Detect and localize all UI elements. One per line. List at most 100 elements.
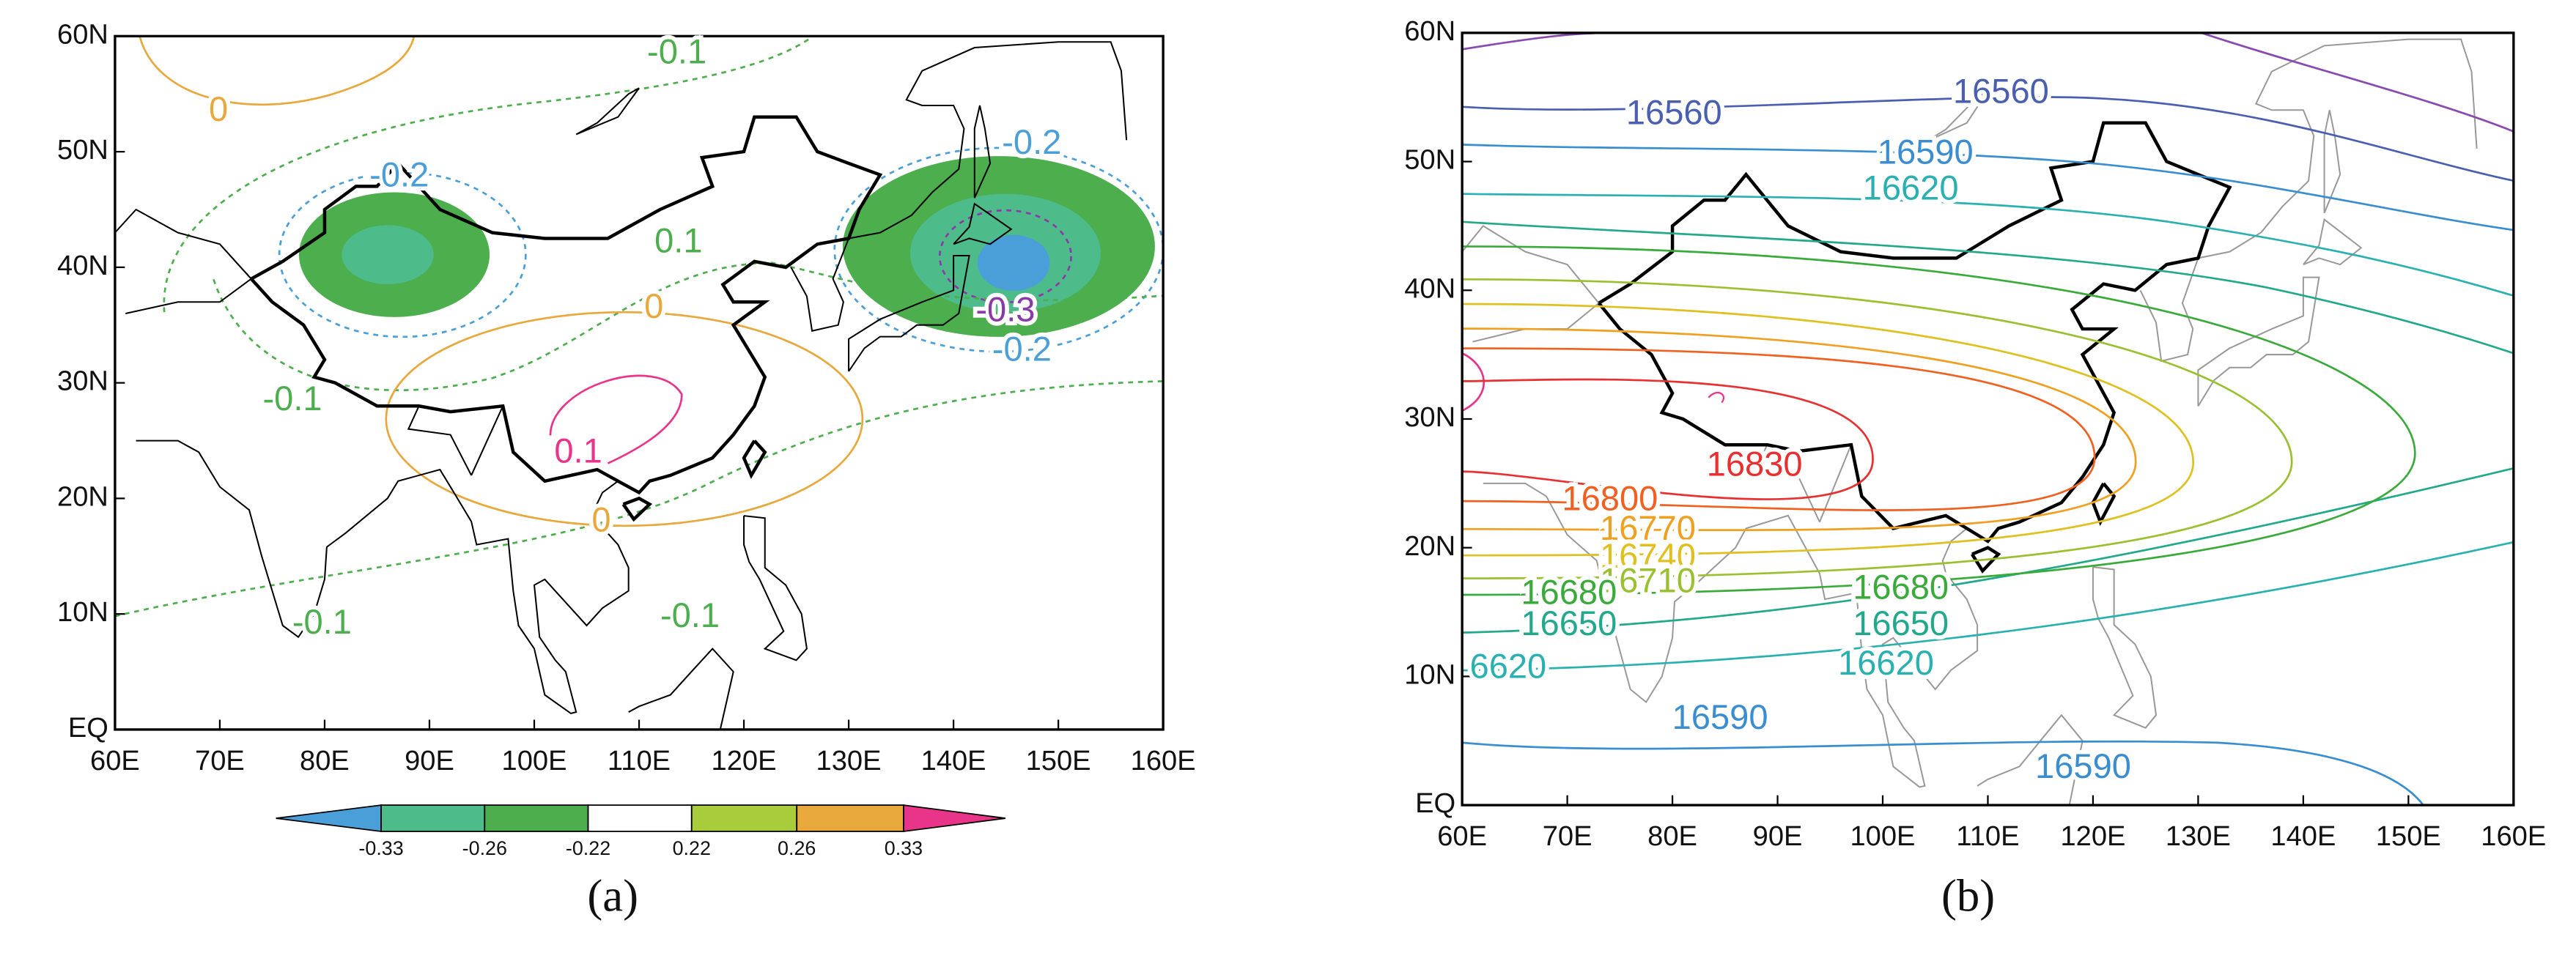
coastline	[2139, 258, 2199, 363]
caption: (a)	[587, 870, 638, 922]
colorbar-label: 0.26	[778, 837, 816, 859]
contour-label: 16590	[1672, 697, 1768, 736]
contour-label: 16680	[1521, 572, 1617, 611]
coastline	[790, 238, 850, 332]
caption: (b)	[1941, 870, 1995, 922]
coastline	[953, 202, 1013, 245]
contour-label: 16620	[1838, 643, 1934, 682]
contour-label: 0.1	[654, 220, 702, 259]
x-tick-label: 80E	[1647, 820, 1697, 852]
panel-a: 60E 70E 80E 90E 100E 110E 120E 130E 140E 150E 160E…	[57, 18, 1196, 921]
contour-label: 16590	[2035, 746, 2131, 785]
contour-label: -0.2	[369, 155, 429, 194]
x-tick-label: 90E	[405, 745, 454, 776]
contour	[1462, 32, 1610, 51]
contour	[1462, 467, 2514, 634]
coastline	[2197, 276, 2320, 407]
contour	[1708, 391, 1724, 404]
y-tick-label: 60N	[1404, 15, 1455, 47]
x-tick-label: 150E	[2376, 820, 2441, 852]
contour-label: 16830	[1707, 444, 1803, 483]
colorbar-label: -0.26	[462, 837, 507, 859]
contour-label: -0.1	[292, 602, 352, 641]
china-border	[1971, 546, 2001, 574]
coastline	[1483, 482, 1979, 788]
coastline	[1977, 713, 2084, 806]
contour	[1462, 193, 2514, 297]
x-tick-label: 110E	[608, 745, 671, 776]
x-tick-label: 130E	[2166, 820, 2231, 852]
x-tick-label: 150E	[1026, 745, 1091, 776]
contour	[1462, 245, 2416, 596]
contour-label: 16740	[1600, 536, 1696, 575]
x-tick-label: 130E	[816, 745, 882, 776]
x-tick-label: 60E	[1437, 820, 1487, 852]
contour	[2201, 32, 2514, 133]
china-border	[250, 115, 883, 495]
y-tick-label: 50N	[57, 134, 108, 166]
y-tick-label: 50N	[1404, 144, 1455, 176]
coastline	[973, 105, 992, 199]
contours	[114, 36, 1164, 618]
coastline	[743, 515, 808, 661]
anomaly-fill	[977, 234, 1050, 292]
y-tick-label: 40N	[1404, 272, 1455, 304]
contour-label: -0.1	[262, 379, 322, 418]
contour-label: 16800	[1562, 479, 1658, 518]
x-tick-label: 100E	[1850, 820, 1916, 852]
contour	[1462, 144, 2514, 231]
colorbar-label: 0.22	[673, 837, 711, 859]
x-tick-label: 120E	[2060, 820, 2125, 852]
contour-label: 16710	[1600, 561, 1696, 600]
x-tick-label: 160E	[2481, 820, 2546, 852]
coastline	[628, 648, 734, 730]
x-tick-label: 140E	[2270, 820, 2336, 852]
contour	[1462, 220, 2514, 355]
coastline	[407, 405, 504, 476]
x-tick-label: 120E	[712, 745, 777, 776]
y-tick-label: 10N	[1404, 659, 1455, 690]
colorbar-label: -0.33	[358, 837, 403, 859]
coastline	[1924, 90, 1989, 144]
contour-label: -0.2	[1002, 122, 1061, 161]
contour-label: 0.1	[554, 431, 602, 470]
contour-label: 16680	[1853, 568, 1949, 607]
china-border	[2091, 482, 2116, 527]
contour	[1462, 303, 2195, 557]
colorbar-label: 0.33	[885, 837, 923, 859]
contour-label: 0	[644, 286, 663, 325]
contour	[1462, 278, 2293, 579]
contour-label: 0	[209, 89, 228, 128]
colorbar	[276, 804, 1006, 833]
contour-label: 16560	[1953, 71, 2049, 110]
contour-label: 16590	[1878, 132, 1974, 171]
x-tick-label: 160E	[1131, 745, 1196, 776]
china-border	[742, 440, 767, 479]
x-tick-label: 140E	[921, 745, 986, 776]
y-tick-label: EQ	[68, 712, 108, 744]
contour	[1462, 327, 2137, 532]
map-a	[114, 36, 1164, 730]
x-tick-label: 100E	[502, 745, 567, 776]
contour	[1462, 96, 2514, 182]
coastline	[575, 87, 640, 136]
y-tick-label: 20N	[1404, 530, 1455, 562]
contour-label: 16560	[1626, 92, 1722, 131]
y-tick-label: EQ	[1415, 787, 1455, 819]
x-tick-label: 60E	[90, 745, 140, 776]
contour-label: 16620	[1863, 168, 1959, 207]
x-tick-label: 80E	[300, 745, 350, 776]
coastline	[848, 255, 970, 372]
contour-label: -0.1	[660, 596, 720, 634]
contour	[1462, 378, 1874, 500]
coastline	[2323, 110, 2341, 214]
y-tick-label: 20N	[57, 481, 108, 512]
coastline	[2198, 38, 2478, 259]
coastline	[1462, 225, 1601, 343]
contour	[1462, 347, 2096, 511]
y-tick-label: 40N	[57, 250, 108, 281]
coastline	[2092, 566, 2158, 729]
x-tick-label: 90E	[1753, 820, 1803, 852]
x-tick-label: 70E	[1543, 820, 1593, 852]
